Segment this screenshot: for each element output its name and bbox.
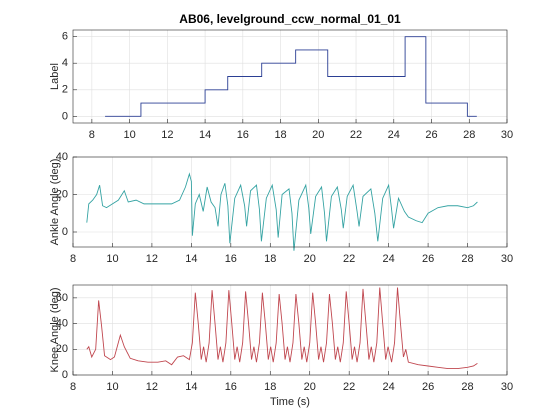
plot-area <box>73 30 507 123</box>
y-axis-label: Label <box>49 63 61 90</box>
x-tick-label: 12 <box>161 129 173 141</box>
data-line <box>86 172 478 251</box>
chart-title: AB06, levelground_ccw_normal_01_01 <box>179 12 401 26</box>
x-axis-label: Time (s) <box>270 396 310 408</box>
x-tick-label: 28 <box>461 253 473 265</box>
y-tick-label: 20 <box>56 188 68 200</box>
x-tick-label: 16 <box>237 129 249 141</box>
x-tick-label: 26 <box>422 381 434 393</box>
x-tick-label: 28 <box>461 381 473 393</box>
x-tick-label: 14 <box>185 381 197 393</box>
y-tick-label: 20 <box>56 343 68 355</box>
axes-box <box>72 156 508 248</box>
axes-box <box>72 29 508 124</box>
x-tick-label: 20 <box>312 129 324 141</box>
x-tick-label: 8 <box>70 381 76 393</box>
y-tick-label: 60 <box>56 292 68 304</box>
x-tick-label: 20 <box>304 253 316 265</box>
y-axis-label: Knee Angle (deg) <box>49 287 61 372</box>
y-tick-label: 40 <box>56 151 68 163</box>
y-tick-label: 0 <box>62 110 68 122</box>
x-tick-label: 12 <box>146 253 158 265</box>
x-tick-label: 24 <box>383 253 395 265</box>
x-tick-label: 30 <box>501 381 513 393</box>
y-tick-label: 6 <box>62 31 68 43</box>
x-tick-label: 16 <box>225 253 237 265</box>
x-tick-label: 18 <box>264 381 276 393</box>
x-tick-label: 26 <box>425 129 437 141</box>
x-tick-label: 20 <box>304 381 316 393</box>
x-tick-label: 22 <box>343 253 355 265</box>
x-tick-label: 10 <box>123 129 135 141</box>
x-tick-label: 14 <box>185 253 197 265</box>
x-tick-label: 14 <box>199 129 211 141</box>
x-tick-label: 24 <box>383 381 395 393</box>
x-tick-label: 22 <box>343 381 355 393</box>
x-tick-label: 10 <box>106 381 118 393</box>
x-tick-label: 30 <box>501 129 513 141</box>
y-axis-label: Ankle Angle (deg) <box>49 159 61 246</box>
axes-box <box>72 284 508 376</box>
y-tick-label: 0 <box>62 226 68 238</box>
x-tick-label: 24 <box>388 129 400 141</box>
y-tick-label: 2 <box>62 84 68 96</box>
x-tick-label: 12 <box>146 381 158 393</box>
x-tick-label: 28 <box>463 129 475 141</box>
x-tick-label: 26 <box>422 253 434 265</box>
x-tick-label: 10 <box>106 253 118 265</box>
y-tick-label: 40 <box>56 317 68 329</box>
x-tick-label: 18 <box>274 129 286 141</box>
data-line <box>105 36 477 117</box>
y-tick-label: 4 <box>62 57 68 69</box>
x-tick-label: 18 <box>264 253 276 265</box>
data-line <box>86 287 478 370</box>
x-tick-label: 22 <box>350 129 362 141</box>
x-tick-label: 8 <box>89 129 95 141</box>
x-tick-label: 30 <box>501 253 513 265</box>
plot-area <box>73 157 507 247</box>
x-tick-label: 16 <box>225 381 237 393</box>
x-tick-label: 8 <box>70 253 76 265</box>
y-tick-label: 0 <box>62 369 68 381</box>
